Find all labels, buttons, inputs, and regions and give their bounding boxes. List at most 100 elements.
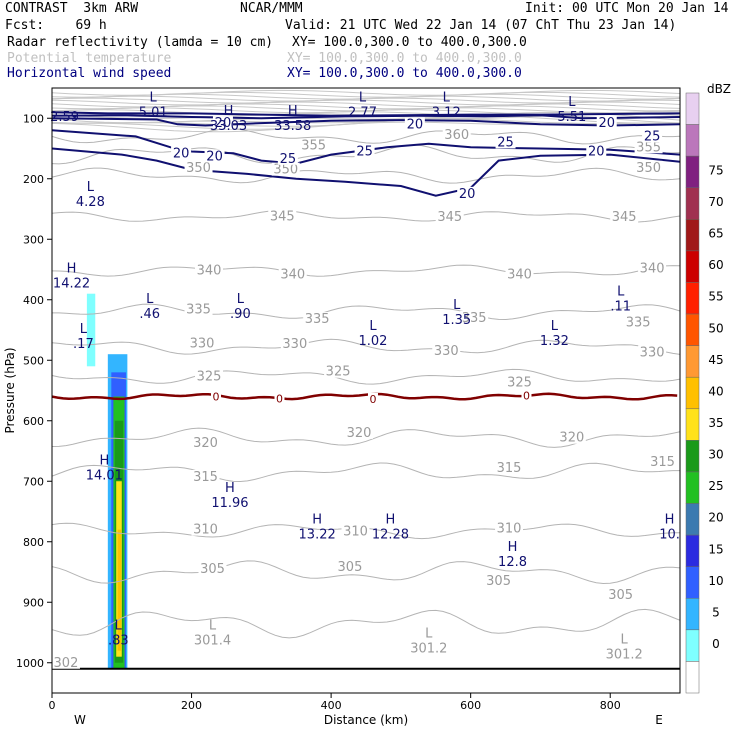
theta-label: 315 [650,455,675,470]
theta-label-bg [634,160,663,174]
reflectivity-cell-upper [86,293,96,367]
y-tick-label: 200 [23,173,44,186]
theta-label-bg [184,160,213,174]
theta-label: 310 [497,521,522,536]
theta-extremum-letter: L [621,632,629,647]
wind-label: 25 [644,129,661,144]
theta-label: 350 [273,163,298,178]
theta-label: 302 [54,656,79,671]
colorbar-swatch [685,282,700,315]
wind-label-bg [204,149,225,163]
wind-label-bg [495,135,516,149]
theta-label: 305 [338,560,363,575]
theta-contour [52,608,680,639]
theta-contour-upper [52,118,680,130]
plot-frame [51,87,681,694]
wind-extremum-letter: L [568,95,576,110]
colorbar-level: 60 [708,258,723,272]
theta-label-bg [505,267,534,281]
colorbar-level: 25 [708,479,723,493]
wind-extremum-value: 2.77 [348,105,377,120]
wind-extremum-letter: L [359,90,367,105]
theta-label-bg [271,162,300,176]
theta-label-bg [268,209,297,223]
colorbar-level: 35 [708,416,723,430]
field-wind-xy: XY= 100.0,300.0 to 400.0,300.0 [287,66,522,81]
zero-label: 0 [523,389,530,402]
field-wind-name: Horizontal wind speed [7,66,172,81]
theta-label-bg [324,364,353,378]
theta-label: 305 [486,574,511,589]
colorbar-swatch [685,313,700,346]
x-end-label-east: E [655,713,663,727]
colorbar-level: 0 [712,637,720,651]
wind-extremum-value: 5.51 [557,110,586,125]
colorbar-swatch [685,598,700,631]
theta-label-bg [278,267,307,281]
theta-label: 335 [462,311,487,326]
wind-extremum-value: .46 [139,307,160,322]
wind-extremum-value: 1.32 [540,334,569,349]
theta-label: 305 [200,562,225,577]
theta-label: 340 [280,267,305,282]
wind-extremum-value: 5.01 [139,105,168,120]
colorbar-level: 50 [708,321,723,335]
theta-label: 350 [186,161,211,176]
theta-label-bg [624,315,653,329]
colorbar: dBZ 0 5 10 15 20 25 30 35 40 45 50 55 60 65 70 75 [685,82,731,694]
theta-label: 330 [282,337,307,352]
wind-extremum-letter: H [224,104,234,119]
wind-label: 20 [206,149,223,164]
init-time: Init: 00 UTC Mon 20 Jan 14 [525,1,729,16]
wind-extremum-value: 12.8 [498,555,527,570]
theta-label: 345 [270,209,295,224]
theta-label: 310 [193,523,218,538]
theta-label-bg [610,209,639,223]
theta-label: 325 [197,370,222,385]
theta-label: 330 [434,344,459,359]
wind-extremum-value: 4.28 [76,195,105,210]
field-reflectivity-name: Radar reflectivity (lamda = 10 cm) [7,35,274,50]
wind-label-bg [404,117,425,131]
theta-label: 345 [612,210,637,225]
wind-label: 25 [497,135,514,150]
wind-extremum-letter: L [443,90,451,105]
forecast-hour: Fcst: 69 h [5,18,107,33]
wind-label: 20 [215,116,232,131]
colorbar-swatch [685,345,700,378]
colorbar-swatch [685,376,700,410]
theta-label: 315 [193,470,218,485]
field-theta-xy: XY= 100.0,300.0 to 400.0,300.0 [287,51,522,66]
theta-label-bg [191,470,220,484]
wind-extremum-letter: L [551,319,559,334]
theta-label: 340 [507,267,532,282]
theta-label-bg [648,454,677,468]
field-reflectivity-xy: XY= 100.0,300.0 to 400.0,300.0 [292,35,527,50]
theta-label: 340 [197,264,222,279]
theta-label-bg [460,310,489,324]
zero-isotherm [52,392,678,401]
theta-label: 330 [190,336,215,351]
wind-label-bg [171,146,192,160]
colorbar-swatch [685,408,700,441]
x-tick-label: 600 [460,699,481,712]
wind-contours [52,111,680,670]
wind-extremum-value: 14.22 [53,277,90,292]
colorbar-swatch [685,440,700,473]
wind-extremum-letter: L [87,180,95,195]
wind-extremum-value: 10. [659,528,680,543]
colorbar-swatch [685,471,700,504]
title-center: NCAR/MMM [240,1,303,16]
field-theta-name: Potential temperature [7,51,172,66]
colorbar-swatch [685,219,700,252]
theta-label: 350 [636,161,661,176]
theta-label: 335 [186,302,211,317]
theta-label-bg [299,138,328,152]
colorbar-unit: dBZ [707,82,731,96]
y-tick-label: 700 [23,475,44,488]
wind-extremum-value: .83 [108,633,129,648]
theta-label: 355 [301,138,326,153]
x-end-label-west: W [74,713,86,727]
wind-extremum-value: .11 [610,300,631,315]
